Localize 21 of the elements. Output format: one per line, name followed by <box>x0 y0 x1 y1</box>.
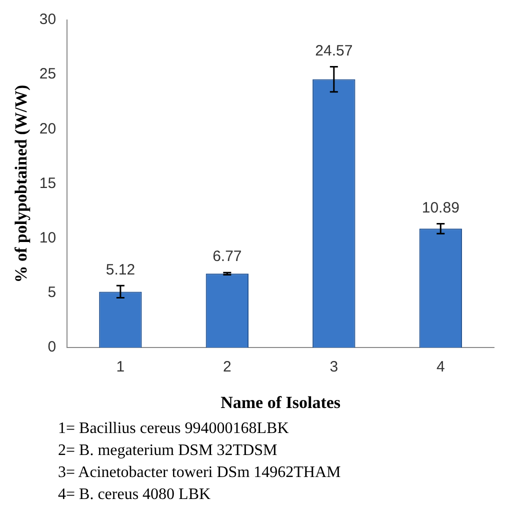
text: 4= B. cereus 4080 LBK <box>58 485 212 505</box>
data-label: 6.77 <box>212 248 242 266</box>
data-label: 5.12 <box>106 261 136 278</box>
text: 1= Bacillius cereus 994000168LBK <box>58 419 290 439</box>
y-tick-label: 0 <box>48 338 56 356</box>
x-tick-label: 2 <box>223 358 232 376</box>
y-axis-title: % of polypobtained (W/W) <box>12 84 31 283</box>
x-tick-label: 1 <box>116 358 125 376</box>
y-tick-label: 20 <box>39 120 56 138</box>
y-tick-label: 30 <box>39 11 56 28</box>
x-tick-label: 3 <box>330 358 338 376</box>
y-tick-label: 10 <box>39 230 56 247</box>
x-tick-label: 4 <box>436 358 445 376</box>
y-tick-label: 5 <box>48 284 56 302</box>
data-label: 10.89 <box>422 199 460 216</box>
y-tick-label: 25 <box>39 66 56 83</box>
x-axis-title: Name of Isolates <box>220 393 341 412</box>
y-tick-label: 15 <box>39 174 56 192</box>
text: 3= Acinetobacter toweri DSm 14962THAM <box>58 463 342 483</box>
text: 2= B. megaterium DSM 32TDSM <box>58 441 278 461</box>
data-label: 24.57 <box>315 42 353 60</box>
